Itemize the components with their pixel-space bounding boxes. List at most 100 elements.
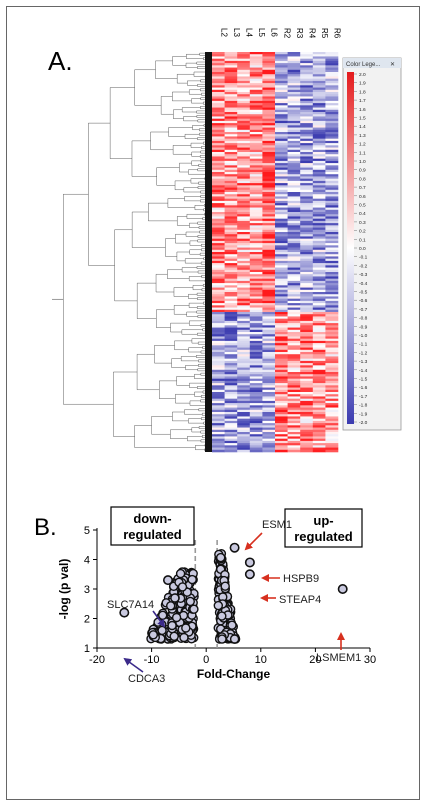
heatmap-cell (287, 240, 301, 244)
heatmap-cell (262, 225, 276, 228)
heatmap-cell (300, 412, 314, 415)
heatmap-cell (325, 78, 339, 82)
heatmap-cell (275, 414, 288, 417)
heatmap-cell (312, 72, 326, 75)
legend-tick-label: 0.2 (359, 229, 366, 235)
heatmap-cell (312, 267, 326, 271)
heatmap-cell (212, 334, 225, 337)
heatmap-cell (312, 129, 326, 133)
heatmap-cell (325, 272, 339, 275)
heatmap-cell (262, 352, 276, 355)
heatmap-cell (312, 85, 326, 88)
heatmap-cell (287, 429, 301, 433)
heatmap-cell (212, 252, 225, 255)
heatmap-cell (224, 389, 238, 393)
heatmap-cell (224, 258, 238, 262)
heatmap-cell (212, 112, 225, 115)
heatmap-cell (249, 118, 263, 122)
heatmap-cell (300, 254, 314, 257)
heatmap-cell (224, 207, 238, 211)
heatmap-cell (300, 114, 314, 117)
heatmap-cell (275, 432, 288, 435)
heatmap-cell (325, 418, 339, 422)
heatmap-cell (224, 287, 238, 291)
heatmap-cell (287, 152, 301, 155)
heatmap-cell (237, 174, 251, 177)
heatmap-cell (237, 67, 251, 71)
heatmap-cell (325, 245, 339, 248)
heatmap-cell (249, 367, 263, 371)
heatmap-cell (212, 138, 225, 142)
heatmap-cell (249, 389, 263, 393)
heatmap-cell (212, 412, 225, 415)
heatmap-cell (300, 296, 314, 299)
heatmap-cell (237, 309, 251, 313)
heatmap-cell (262, 98, 276, 102)
heatmap-cell (287, 296, 301, 299)
heatmap-cell (249, 434, 263, 437)
heatmap-cell (224, 432, 238, 435)
heatmap-cell (212, 432, 225, 435)
heatmap-cell (287, 154, 301, 157)
heatmap-cell (212, 183, 225, 186)
heatmap-cell (325, 209, 339, 213)
heatmap-cell (300, 105, 314, 108)
heatmap-cell (325, 394, 339, 397)
heatmap-cell (262, 163, 276, 166)
heatmap-cell (287, 232, 301, 235)
heatmap-cell (312, 107, 326, 111)
heatmap-cell (312, 272, 326, 275)
heatmap-cell (300, 156, 314, 159)
heatmap-cell (325, 298, 339, 302)
heatmap-cell (275, 418, 288, 422)
heatmap-cell (287, 365, 301, 368)
heatmap-cell (312, 363, 326, 366)
heatmap-cell (312, 425, 326, 428)
heatmap-cell (312, 314, 326, 317)
heatmap-cell (275, 254, 288, 257)
heatmap-cell (249, 240, 263, 244)
heatmap-cell (224, 340, 238, 344)
heatmap-cell (287, 198, 301, 202)
heatmap-cell (300, 249, 314, 253)
heatmap-cell (275, 434, 288, 437)
heatmap-cell (300, 236, 314, 239)
scatter-point (189, 604, 199, 614)
heatmap-cell (325, 443, 339, 446)
heatmap-cell (262, 96, 276, 99)
heatmap-column-label: R2 (282, 28, 291, 39)
heatmap-cell (237, 445, 251, 448)
heatmap-cell (325, 303, 339, 306)
heatmap-cell (275, 365, 288, 368)
heatmap-cell (262, 129, 276, 133)
heatmap-cell (212, 114, 225, 117)
heatmap-cell (325, 234, 339, 237)
heatmap-cell (287, 380, 301, 384)
heatmap-cell (224, 192, 238, 195)
legend-close-icon[interactable]: ✕ (390, 62, 395, 68)
heatmap-cell (300, 76, 314, 79)
heatmap-cell (237, 196, 251, 199)
heatmap-cell (249, 134, 263, 137)
heatmap-cell (212, 140, 225, 144)
heatmap-cell (287, 263, 301, 266)
heatmap-cell (275, 294, 288, 297)
heatmap-cell (224, 112, 238, 115)
heatmap-cell (300, 338, 314, 342)
heatmap-cell (262, 434, 276, 437)
heatmap-cell (237, 156, 251, 159)
heatmap-cell (224, 363, 238, 366)
heatmap-cell (224, 103, 238, 106)
heatmap-cell (262, 323, 276, 326)
heatmap-cell (249, 260, 263, 264)
heatmap-cell (300, 349, 314, 353)
heatmap-cell (312, 172, 326, 175)
heatmap-cell (325, 414, 339, 417)
heatmap-cell (237, 272, 251, 275)
heatmap-cell (224, 229, 238, 233)
heatmap-cell (275, 385, 288, 388)
heatmap-cell (237, 240, 251, 244)
legend-tick-label: 0.3 (359, 220, 366, 226)
heatmap-cell (224, 116, 238, 119)
heatmap-cell (237, 100, 251, 104)
